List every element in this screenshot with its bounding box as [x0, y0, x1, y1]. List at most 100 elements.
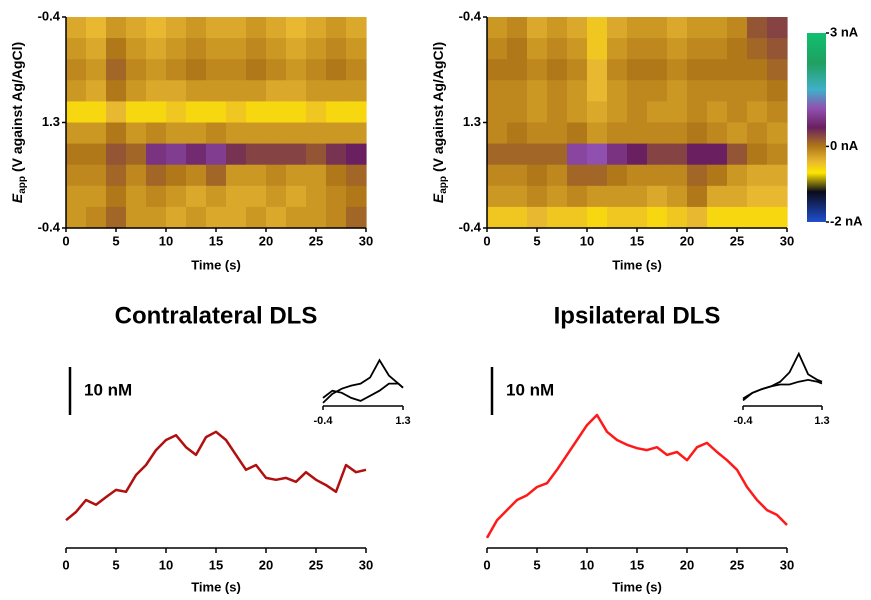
heatmap-cell [146, 143, 167, 166]
heatmap-cell [527, 143, 548, 166]
heatmap-cell [86, 59, 107, 81]
y-label-symbol: E [9, 193, 25, 203]
heatmap-cell [507, 206, 528, 229]
heatmap-cell [707, 122, 728, 145]
heatmap-cell [146, 59, 167, 81]
heatmap-cell [727, 122, 748, 145]
heatmap-cell [767, 17, 788, 39]
x-tick-label: 30 [359, 233, 373, 248]
y-tick-label: -0.4 [38, 8, 61, 23]
heatmap-cell [306, 185, 327, 208]
heatmap-cell [226, 101, 247, 124]
heatmap-cell [627, 122, 648, 145]
heatmap-cell [647, 164, 668, 187]
chart-title: Contralateral DLS [115, 302, 318, 329]
heatmap-cell [607, 59, 628, 81]
heatmap-cell [647, 38, 668, 60]
heatmap-cell [166, 185, 187, 208]
heatmap-cell [126, 80, 147, 102]
heatmap-cell [507, 17, 528, 39]
heatmap-cell [587, 38, 608, 60]
x-axis-label: Time (s) [191, 579, 241, 594]
heatmap-cell [286, 101, 307, 124]
heatmap-cell [707, 206, 728, 229]
trace [485, 413, 788, 539]
y-axis-label: Eapp (V against Ag/AgCl) [9, 42, 28, 203]
heatmap-cell [607, 143, 628, 166]
x-tick-label: 25 [730, 557, 744, 572]
heatmap-cell [587, 185, 608, 208]
heatmap-cell [487, 17, 508, 39]
heatmap-cell [667, 101, 688, 124]
heatmap-cell [326, 38, 347, 60]
heatmap-cell [587, 101, 608, 124]
heatmap-cell [306, 206, 327, 229]
heatmap-cell [547, 143, 568, 166]
heatmap-cell [326, 80, 347, 102]
heatmap-cell [567, 101, 588, 124]
heatmap-cell [647, 122, 668, 145]
heatmap-cell [106, 80, 127, 102]
x-axis-label: Time (s) [612, 579, 662, 594]
heatmap-cell [707, 38, 728, 60]
heatmap-cell [567, 80, 588, 102]
heatmap-cell [126, 143, 147, 166]
x-tick-label: 0 [62, 233, 69, 248]
colorbar [807, 33, 826, 222]
heatmap-cell [667, 143, 688, 166]
x-tick-label: 1.3 [814, 415, 829, 427]
heatmap-cell [567, 59, 588, 81]
heatmap-cell [286, 122, 307, 145]
heatmap-cell [627, 185, 648, 208]
heatmap-cell [206, 164, 227, 187]
heatmap-cell [266, 164, 287, 187]
x-tick-label: 0 [483, 557, 490, 572]
heatmap-cell [306, 38, 327, 60]
x-tick-label: 5 [112, 233, 119, 248]
heatmap-cell [527, 185, 548, 208]
heatmap-cell [507, 122, 528, 145]
x-tick-label: 15 [630, 233, 644, 248]
heatmap-cell [326, 143, 347, 166]
y-label-subscript: app [438, 176, 449, 194]
heatmap-cell [747, 17, 768, 39]
heatmap-cell [166, 80, 187, 102]
heatmap-cell [346, 164, 367, 187]
heatmap-cell [246, 122, 267, 145]
heatmap-cell [767, 185, 788, 208]
heatmap-cell [707, 101, 728, 124]
heatmap-cell [226, 80, 247, 102]
heatmap-cell [747, 38, 768, 60]
heatmap-cell [326, 206, 347, 229]
heatmap-cell [86, 206, 107, 229]
x-tick-label: 25 [309, 233, 323, 248]
heatmap-cell [186, 143, 207, 166]
heatmap-cell [106, 143, 127, 166]
heatmap-cell [487, 122, 508, 145]
heatmap-cell [647, 206, 668, 229]
y-label-text: (V against Ag/AgCl) [9, 42, 25, 172]
x-tick-label: 0 [483, 233, 490, 248]
heatmap-cell [507, 101, 528, 124]
x-tick-label: 1.3 [395, 415, 410, 427]
heatmap-cell [587, 164, 608, 187]
heatmap-cell [266, 59, 287, 81]
heatmap-cell [687, 122, 708, 145]
heatmap-cell [747, 80, 768, 102]
heatmap-cell [146, 17, 167, 39]
heatmap-cell [747, 122, 768, 145]
heatmap-cell [66, 101, 87, 124]
x-tick-label: 30 [780, 557, 794, 572]
x-axis-label: Time (s) [612, 257, 662, 272]
heatmap-cell [687, 143, 708, 166]
heatmap-cell [767, 38, 788, 60]
heatmap-cell [86, 185, 107, 208]
heatmap-cell [627, 17, 648, 39]
x-tick-label: 20 [259, 233, 273, 248]
heatmap-cell [747, 143, 768, 166]
heatmap-cell [186, 206, 207, 229]
heatmap-cell [507, 164, 528, 187]
heatmap-cell [667, 206, 688, 229]
heatmap-cell [687, 59, 708, 81]
heatmap-cell [286, 59, 307, 81]
